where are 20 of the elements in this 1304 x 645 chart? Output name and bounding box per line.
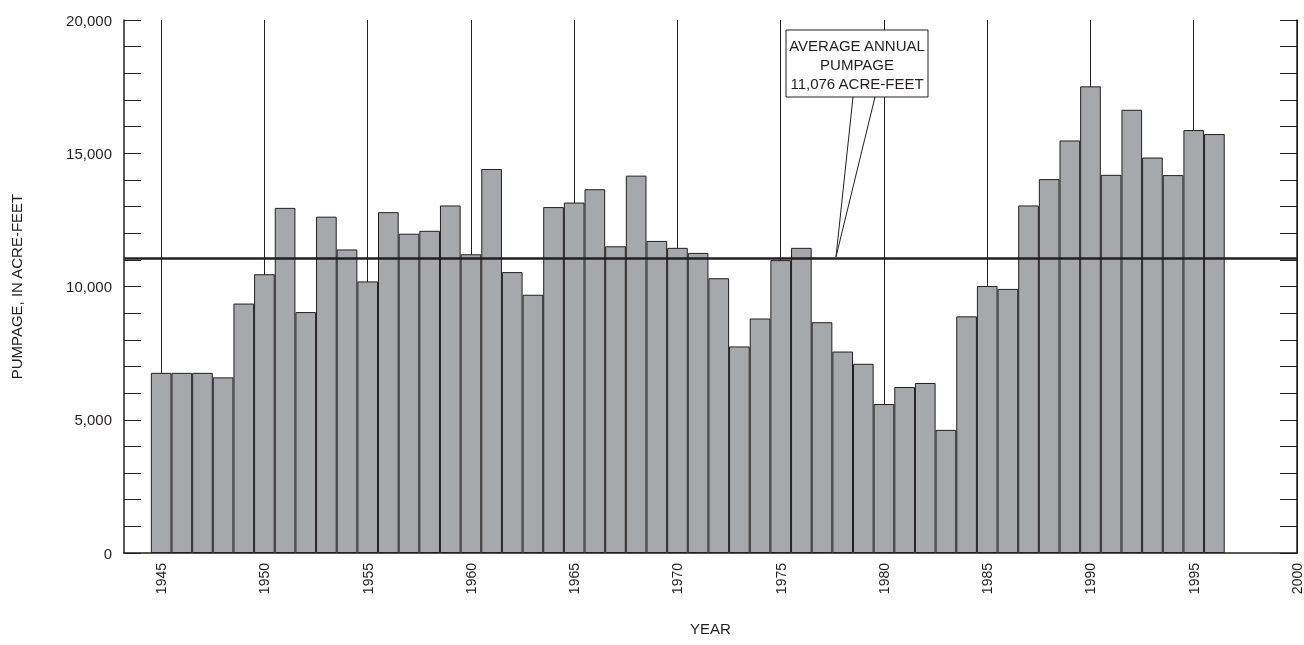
x-tick-label: 1945 xyxy=(153,562,170,595)
y-tick-label: 15,000 xyxy=(66,144,112,162)
y-tick-label: 10,000 xyxy=(66,278,112,295)
x-tick-label: 1965 xyxy=(566,562,583,595)
x-tick-label: 2000 xyxy=(1289,562,1304,595)
x-tick-label: 1985 xyxy=(979,562,996,595)
x-axis-title: YEAR xyxy=(690,620,732,637)
x-tick-label: 1975 xyxy=(772,562,789,595)
x-tick-label: 1980 xyxy=(875,562,892,595)
x-tick-label: 1955 xyxy=(359,562,376,595)
y-tick-label: 20,000 xyxy=(66,11,112,29)
ref-line-label: AVERAGE ANNUAL PUMPAGE 11,076 ACRE-FEET xyxy=(789,37,925,92)
y-axis-title: PUMPAGE, IN ACRE-FEET xyxy=(8,193,25,380)
y-tick-label: 5,000 xyxy=(74,411,112,429)
x-tick-label: 1995 xyxy=(1185,562,1202,595)
x-tick-label: 1970 xyxy=(669,562,686,595)
y-tick-label: 0 xyxy=(103,544,112,562)
x-tick-label: 1950 xyxy=(256,562,273,595)
x-tick-label: 1990 xyxy=(1082,562,1099,595)
x-tick-label: 1960 xyxy=(462,562,479,595)
